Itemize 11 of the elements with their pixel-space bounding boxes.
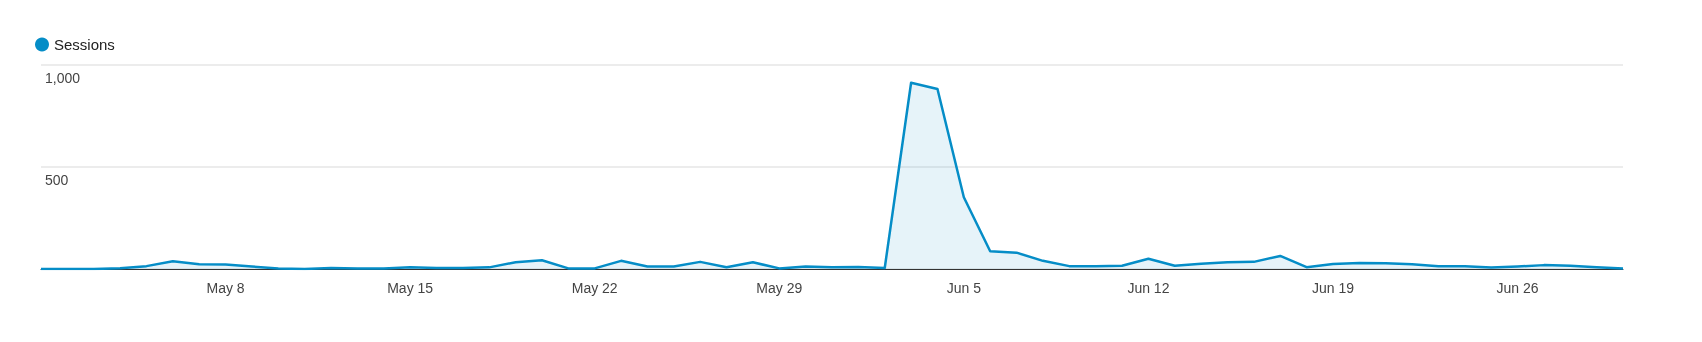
y-tick-label: 500 (45, 172, 69, 188)
legend-label: Sessions (54, 36, 115, 53)
x-tick-label: May 29 (756, 280, 803, 296)
x-tick-label: Jun 26 (1496, 280, 1539, 296)
x-tick-label: Jun 12 (1127, 280, 1170, 296)
x-tick-label: May 22 (571, 280, 618, 296)
x-tick-label: Jun 19 (1311, 280, 1355, 296)
x-tick-label: Jun 5 (946, 280, 982, 296)
x-tick-label: May 15 (387, 280, 434, 296)
x-tick-label: May 8 (206, 280, 245, 296)
y-tick-label: 1,000 (45, 70, 81, 86)
